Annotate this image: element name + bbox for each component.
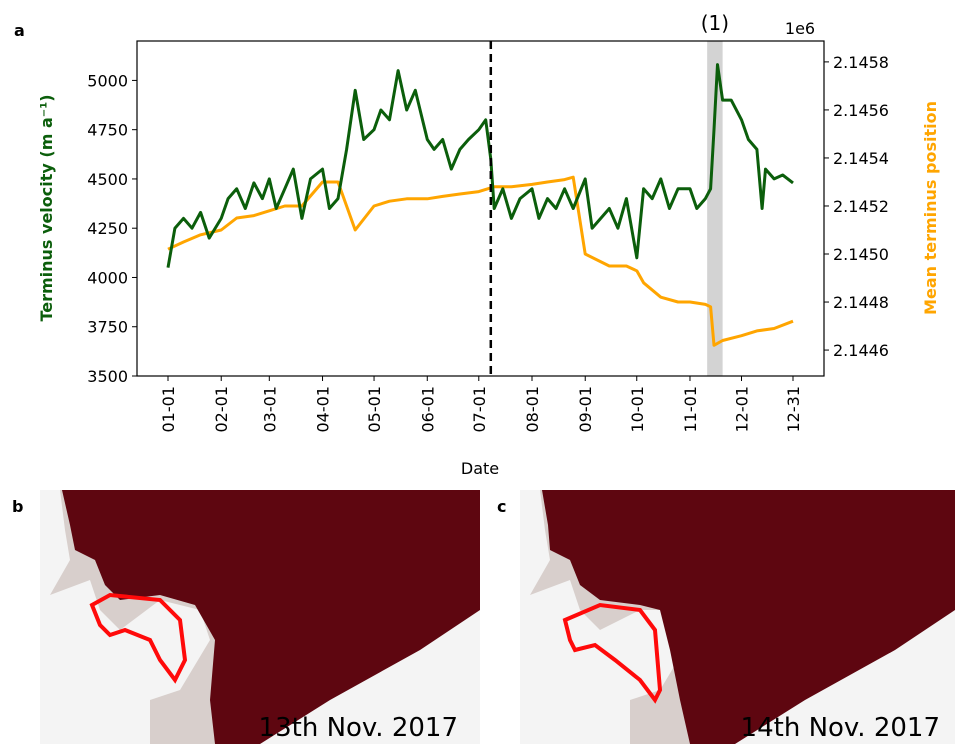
- y-tick-label: 4750: [87, 121, 128, 140]
- y-tick-label: 4250: [87, 219, 128, 238]
- y2-axis-label: Mean terminus position: [921, 101, 940, 315]
- x-tick-label: 09-01: [576, 386, 595, 433]
- y-tick-label: 3750: [87, 318, 128, 337]
- x-tick-label: 10-01: [628, 386, 647, 433]
- x-tick-label: 03-01: [260, 386, 279, 433]
- y-tick-label: 3500: [87, 367, 128, 386]
- data-line: [168, 65, 793, 268]
- y2-tick-label: 2.1454: [833, 149, 889, 168]
- panel-label: a: [14, 21, 25, 40]
- y2-tick-label: 2.1452: [833, 197, 889, 216]
- x-tick-label: 06-01: [418, 386, 437, 433]
- x-tick-label: 12-01: [732, 386, 751, 433]
- y-tick-label: 5000: [87, 71, 128, 90]
- x-tick-label: 04-01: [314, 386, 333, 433]
- map-b: [40, 490, 480, 744]
- y-tick-label: 4000: [87, 268, 128, 287]
- y2-offset: 1e6: [785, 19, 815, 38]
- x-tick-label: 02-01: [212, 386, 231, 433]
- data-line: [168, 177, 793, 345]
- x-tick-label: 01-01: [159, 386, 178, 433]
- y-axis-label: Terminus velocity (m a⁻¹): [37, 94, 56, 321]
- y2-tick-label: 2.1450: [833, 245, 889, 264]
- x-tick-label: 12-31: [784, 386, 803, 433]
- y2-tick-label: 2.1458: [833, 53, 889, 72]
- y2-tick-label: 2.1448: [833, 293, 889, 312]
- figure: b c 13th Nov. 2017 14th Nov. 2017 a Date…: [0, 0, 955, 744]
- x-tick-label: 08-01: [523, 386, 542, 433]
- x-tick-label: 05-01: [365, 386, 384, 433]
- panel-label: c: [497, 497, 506, 516]
- map-caption: 14th Nov. 2017: [741, 713, 940, 743]
- x-tick-label: 11-01: [681, 386, 700, 433]
- map-caption: 13th Nov. 2017: [259, 713, 458, 743]
- x-tick-label: 07-01: [470, 386, 489, 433]
- y2-tick-label: 2.1446: [833, 341, 889, 360]
- y-tick-label: 4500: [87, 170, 128, 189]
- panel-label: b: [12, 497, 23, 516]
- annotation: (1): [701, 11, 729, 35]
- y2-tick-label: 2.1456: [833, 101, 889, 120]
- x-axis-label: Date: [461, 459, 499, 478]
- map-c: [520, 490, 955, 744]
